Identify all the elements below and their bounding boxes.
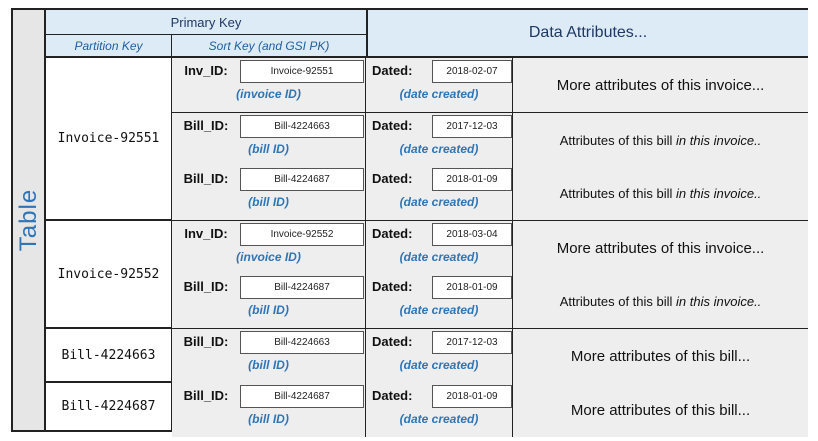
attributes-text: More attributes of this bill... <box>570 347 751 365</box>
date-label: Dated: <box>372 63 413 78</box>
date-cell: Dated: 2018-03-04 (date created) <box>366 221 513 275</box>
date-label: Dated: <box>372 279 413 294</box>
item-row: Bill_ID: Bill-4224663 (bill ID) Dated: 2… <box>172 329 808 383</box>
sort-key-value: Bill-4224663 <box>240 115 364 138</box>
attributes-italic-text: in this invoice.. <box>676 185 762 201</box>
attributes-cell: More attributes of this invoice... <box>513 221 808 275</box>
partition-key-cell: Invoice-92551 <box>46 58 172 219</box>
date-value: 2018-01-09 <box>432 276 512 299</box>
attributes-cell: Attributes of this bill in this invoice.… <box>513 166 808 220</box>
attributes-text: More attributes of this invoice... <box>556 76 765 94</box>
sort-key-cell: Bill_ID: Bill-4224687 (bill ID) <box>172 166 366 220</box>
date-label: Dated: <box>372 171 413 186</box>
partition-key-cell: Invoice-92552 <box>46 221 172 327</box>
date-note: (date created) <box>399 303 479 317</box>
date-note: (date created) <box>399 412 479 426</box>
sort-key-note: (invoice ID) <box>236 87 301 101</box>
date-cell: Dated: 2018-01-09 (date created) <box>366 166 513 220</box>
date-note: (date created) <box>399 142 479 156</box>
item-row: Bill_ID: Bill-4224687 (bill ID) Dated: 2… <box>172 274 808 328</box>
date-label: Dated: <box>372 334 413 349</box>
row-divider <box>172 112 808 113</box>
date-note: (date created) <box>399 358 479 372</box>
sort-key-label: Bill_ID: <box>183 171 229 186</box>
sort-key-note: (bill ID) <box>248 142 289 156</box>
sort-key-header: Sort Key (and GSI PK) <box>172 35 366 56</box>
attributes-cell: More attributes of this bill... <box>513 329 808 383</box>
sort-key-cell: Inv_ID: Invoice-92551 (invoice ID) <box>172 58 366 112</box>
date-cell: Dated: 2018-01-09 (date created) <box>366 383 513 437</box>
date-value: 2018-03-04 <box>432 223 512 246</box>
item-row: Inv_ID: Invoice-92552 (invoice ID) Dated… <box>172 221 808 275</box>
partition-divider <box>46 219 808 221</box>
attributes-italic-text: in this invoice.. <box>676 293 762 309</box>
sort-key-value: Bill-4224687 <box>240 168 364 191</box>
attributes-text: Attributes of this bill <box>559 293 673 309</box>
primary-key-header: Primary Key <box>46 10 366 35</box>
attributes-italic-text: in this invoice.. <box>676 132 762 148</box>
attributes-cell: Attributes of this bill in this invoice.… <box>513 113 808 167</box>
date-cell: Dated: 2018-02-07 (date created) <box>366 58 513 112</box>
sort-key-value: Bill-4224687 <box>240 276 364 299</box>
sort-key-note: (bill ID) <box>248 358 289 372</box>
header-divider <box>46 56 808 58</box>
attributes-text: Attributes of this bill <box>559 185 673 201</box>
item-row: Bill_ID: Bill-4224663 (bill ID) Dated: 2… <box>172 113 808 167</box>
sort-key-note: (bill ID) <box>248 195 289 209</box>
date-cell: Dated: 2017-12-03 (date created) <box>366 329 513 383</box>
attributes-text: More attributes of this bill... <box>570 401 751 419</box>
sort-key-note: (invoice ID) <box>236 250 301 264</box>
sort-key-cell: Bill_ID: Bill-4224687 (bill ID) <box>172 383 366 437</box>
date-value: 2018-02-07 <box>432 60 512 83</box>
data-attributes-header: Data Attributes... <box>366 10 808 56</box>
partition-key-header: Partition Key <box>46 35 172 56</box>
sort-key-cell: Bill_ID: Bill-4224663 (bill ID) <box>172 113 366 167</box>
sort-key-label: Bill_ID: <box>183 118 229 133</box>
table-label: Table <box>14 188 42 252</box>
item-row: Bill_ID: Bill-4224687 (bill ID) Dated: 2… <box>172 383 808 437</box>
partition-key-cell: Bill-4224687 <box>46 383 172 430</box>
sort-key-cell: Bill_ID: Bill-4224663 (bill ID) <box>172 329 366 383</box>
sort-key-value: Bill-4224663 <box>240 331 364 354</box>
date-label: Dated: <box>372 388 413 403</box>
sort-key-note: (bill ID) <box>248 303 289 317</box>
sort-key-value: Invoice-92551 <box>240 60 364 83</box>
partition-divider <box>46 327 808 329</box>
attributes-text: Attributes of this bill <box>559 132 673 148</box>
date-note: (date created) <box>399 195 479 209</box>
table-side-bar: Table <box>13 10 46 430</box>
sort-key-note: (bill ID) <box>248 412 289 426</box>
date-value: 2018-01-09 <box>432 168 512 191</box>
sort-key-label: Bill_ID: <box>183 334 229 349</box>
date-label: Dated: <box>372 118 413 133</box>
sort-key-value: Invoice-92552 <box>240 223 364 246</box>
table-diagram: Table Primary Key Partition Key Sort Key… <box>11 8 808 437</box>
date-value: 2017-12-03 <box>432 115 512 138</box>
date-cell: Dated: 2018-01-09 (date created) <box>366 274 513 328</box>
partition-key-cell: Bill-4224663 <box>46 329 172 381</box>
sort-key-label: Inv_ID: <box>184 226 228 241</box>
sort-key-label: Inv_ID: <box>184 63 228 78</box>
date-value: 2018-01-09 <box>432 385 512 408</box>
item-row: Inv_ID: Invoice-92551 (invoice ID) Dated… <box>172 58 808 112</box>
attributes-cell: More attributes of this bill... <box>513 383 808 437</box>
date-label: Dated: <box>372 226 413 241</box>
attributes-cell: Attributes of this bill in this invoice.… <box>513 274 808 328</box>
sort-key-cell: Inv_ID: Invoice-92552 (invoice ID) <box>172 221 366 275</box>
sort-key-value: Bill-4224687 <box>240 385 364 408</box>
date-note: (date created) <box>399 250 479 264</box>
date-value: 2017-12-03 <box>432 331 512 354</box>
date-cell: Dated: 2017-12-03 (date created) <box>366 113 513 167</box>
item-row: Bill_ID: Bill-4224687 (bill ID) Dated: 2… <box>172 166 808 220</box>
sort-key-label: Bill_ID: <box>183 388 229 403</box>
attributes-text: More attributes of this invoice... <box>556 239 765 257</box>
sort-key-label: Bill_ID: <box>183 279 229 294</box>
sort-key-cell: Bill_ID: Bill-4224687 (bill ID) <box>172 274 366 328</box>
attributes-cell: More attributes of this invoice... <box>513 58 808 112</box>
date-note: (date created) <box>399 87 479 101</box>
